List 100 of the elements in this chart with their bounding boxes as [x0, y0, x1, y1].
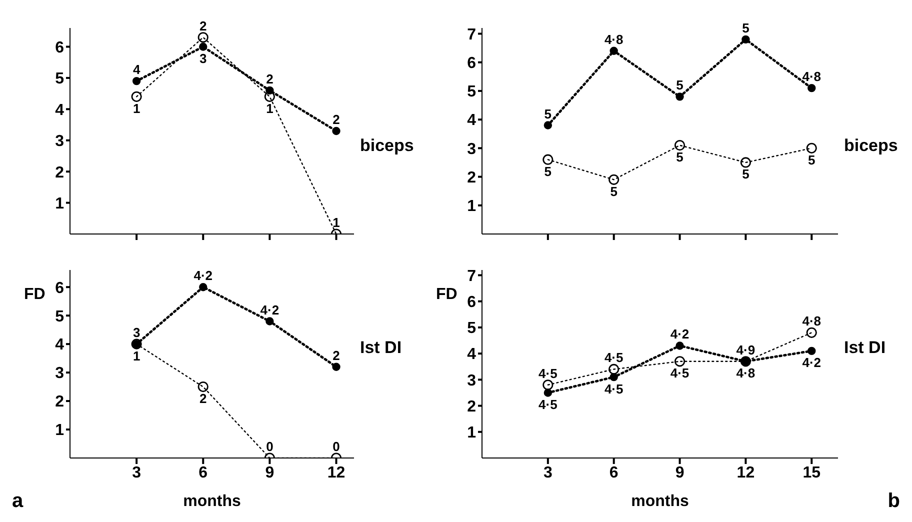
- point: [131, 91, 142, 102]
- annotation: 4·2: [802, 355, 822, 370]
- annotation: 4·5: [538, 396, 558, 412]
- point: [808, 346, 816, 356]
- annotation: 2: [200, 391, 207, 406]
- point: [332, 126, 340, 136]
- annotation: 3: [200, 50, 207, 66]
- y-tick-label: 3: [467, 372, 476, 390]
- x-tick-label: 12: [327, 464, 346, 482]
- point: [198, 32, 208, 43]
- y-tick-label: 5: [467, 84, 476, 101]
- y-axis-title: FD: [24, 286, 46, 304]
- point: [332, 362, 340, 371]
- text: Ist DI: [844, 338, 886, 358]
- y-tick-label: 2: [55, 394, 64, 411]
- y-tick-label: 4: [467, 346, 476, 364]
- annotation: 2: [332, 112, 340, 127]
- x-tick-label: 6: [198, 464, 208, 482]
- annotation: 4: [132, 62, 141, 78]
- annotation: 5: [544, 106, 552, 122]
- y-tick-label: 6: [55, 280, 64, 297]
- x-tick-label: 3: [132, 464, 142, 482]
- annotation: 4·2: [260, 302, 280, 318]
- text: biceps: [360, 136, 414, 156]
- annotation: 4·5: [604, 381, 624, 396]
- point: [808, 84, 816, 92]
- y-tick-label: 3: [55, 365, 64, 382]
- annotation: 1: [132, 100, 140, 116]
- point: [608, 174, 620, 185]
- y-tick-label: 3: [55, 133, 64, 150]
- point: [806, 142, 817, 154]
- point: [199, 42, 208, 51]
- y-tick-label: 4: [55, 102, 64, 119]
- annotation: 1: [132, 348, 140, 364]
- annotation: 4·8: [802, 314, 822, 329]
- y-tick-label: 6: [467, 294, 476, 312]
- point: [266, 317, 274, 326]
- point: [742, 35, 750, 44]
- y-tick-label: 7: [467, 268, 476, 285]
- annotation: 5: [676, 78, 684, 93]
- y-tick-label: 3: [467, 140, 476, 158]
- x-tick-label: 3: [543, 464, 552, 482]
- annotation: 2: [332, 348, 340, 363]
- x-axis-title: months: [631, 493, 689, 510]
- annotation: 1: [332, 215, 340, 230]
- y-tick-label: 6: [467, 55, 476, 72]
- annotation: 4·5: [604, 350, 624, 366]
- y-tick-label: 1: [467, 198, 476, 216]
- y-tick-label: 4: [467, 112, 476, 130]
- point: [740, 157, 752, 168]
- point: [544, 388, 552, 397]
- annotation: 4·2: [670, 326, 690, 342]
- annotation: 4·8: [604, 32, 624, 47]
- text: a: [12, 490, 24, 512]
- annotation: 4·5: [538, 366, 558, 381]
- x-tick-label: 6: [609, 464, 618, 482]
- annotation: 3: [132, 325, 140, 340]
- text: biceps: [844, 136, 898, 156]
- text: Ist DI: [360, 338, 402, 358]
- point: [542, 380, 554, 390]
- annotation: 2: [266, 71, 274, 86]
- y-tick-label: 5: [467, 320, 476, 338]
- annotation: 5: [610, 184, 618, 199]
- annotation: 4·5: [670, 366, 690, 381]
- point: [676, 342, 684, 350]
- point: [674, 356, 686, 367]
- annotation: 5: [676, 150, 684, 165]
- point: [132, 76, 141, 86]
- point: [199, 282, 208, 292]
- point: [674, 140, 686, 151]
- y-tick-label: 2: [467, 169, 476, 186]
- annotation: 4·2: [194, 268, 213, 284]
- y-tick-label: 4: [55, 336, 64, 354]
- point: [544, 121, 552, 130]
- annotation: 4·8: [736, 366, 756, 381]
- x-tick-label: 12: [736, 464, 755, 482]
- point: [608, 364, 620, 375]
- annotation: 5: [808, 152, 816, 168]
- y-tick-label: 7: [467, 26, 476, 44]
- x-axis-title: months: [183, 493, 241, 510]
- point: [542, 154, 554, 165]
- annotation: 5: [544, 164, 552, 179]
- point: [610, 46, 618, 55]
- point: [806, 327, 817, 338]
- point: [264, 91, 275, 102]
- y-tick-label: 5: [55, 70, 64, 88]
- y-tick-label: 6: [55, 39, 64, 56]
- text: b: [888, 490, 900, 512]
- point: [198, 381, 208, 392]
- annotation: 5: [742, 20, 750, 36]
- annotation: 2: [200, 18, 207, 34]
- y-tick-label: 2: [467, 398, 476, 416]
- annotation: 4·9: [736, 342, 756, 358]
- x-tick-label: 9: [675, 464, 684, 482]
- y-tick-label: 2: [55, 164, 64, 182]
- annotation: 0: [266, 439, 274, 454]
- point: [676, 92, 684, 101]
- y-tick-label: 1: [467, 424, 476, 442]
- y-axis-title: FD: [436, 286, 458, 304]
- y-tick-label: 1: [55, 422, 64, 440]
